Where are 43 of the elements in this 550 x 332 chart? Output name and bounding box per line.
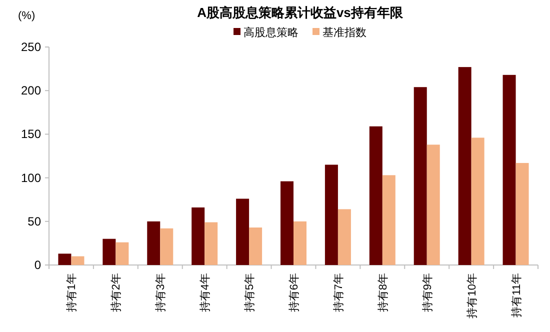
- bar: [502, 74, 516, 265]
- bar: [369, 126, 382, 265]
- x-tick-label: 持有11年: [510, 273, 523, 318]
- bar: [160, 228, 174, 265]
- bar: [458, 67, 472, 265]
- bar: [294, 221, 306, 265]
- bar: [236, 198, 250, 265]
- bar: [204, 222, 218, 265]
- legend-label: 基准指数: [322, 26, 366, 39]
- bar: [116, 242, 129, 265]
- bar: [471, 138, 484, 265]
- chart-title: A股高股息策略累计收益vs持有年限: [197, 5, 404, 20]
- bar: [280, 181, 294, 265]
- y-tick-label: 100: [20, 170, 42, 185]
- bar: [382, 175, 396, 265]
- x-tick-label: 持有1年: [66, 273, 78, 312]
- x-tick-label: 持有2年: [110, 273, 123, 312]
- bar: [338, 209, 351, 265]
- y-tick-label: 0: [34, 258, 42, 272]
- bar: [249, 228, 262, 265]
- x-tick-label: 持有8年: [377, 273, 390, 312]
- y-tick-label: 50: [28, 214, 42, 228]
- x-tick-label: 持有10年: [466, 273, 478, 318]
- bar: [58, 254, 72, 265]
- bar: [102, 238, 116, 265]
- bar: [414, 87, 427, 265]
- x-tick-label: 持有7年: [332, 273, 345, 312]
- bar: [192, 207, 205, 265]
- x-tick-label: 持有3年: [155, 273, 168, 312]
- x-tick-label: 持有6年: [288, 273, 300, 312]
- bar: [147, 221, 160, 265]
- y-tick-label: 150: [20, 127, 42, 142]
- legend-label: 高股息策略: [244, 26, 298, 39]
- bar: [324, 164, 338, 265]
- y-tick-label: 250: [20, 40, 42, 54]
- bar: [71, 256, 84, 265]
- x-tick-label: 持有9年: [422, 273, 434, 312]
- y-axis-title: (%): [18, 10, 36, 22]
- x-tick-label: 持有4年: [200, 273, 212, 312]
- bar: [426, 144, 440, 265]
- y-tick-label: 200: [20, 84, 42, 98]
- bar: [516, 162, 529, 265]
- x-tick-label: 持有5年: [244, 273, 256, 312]
